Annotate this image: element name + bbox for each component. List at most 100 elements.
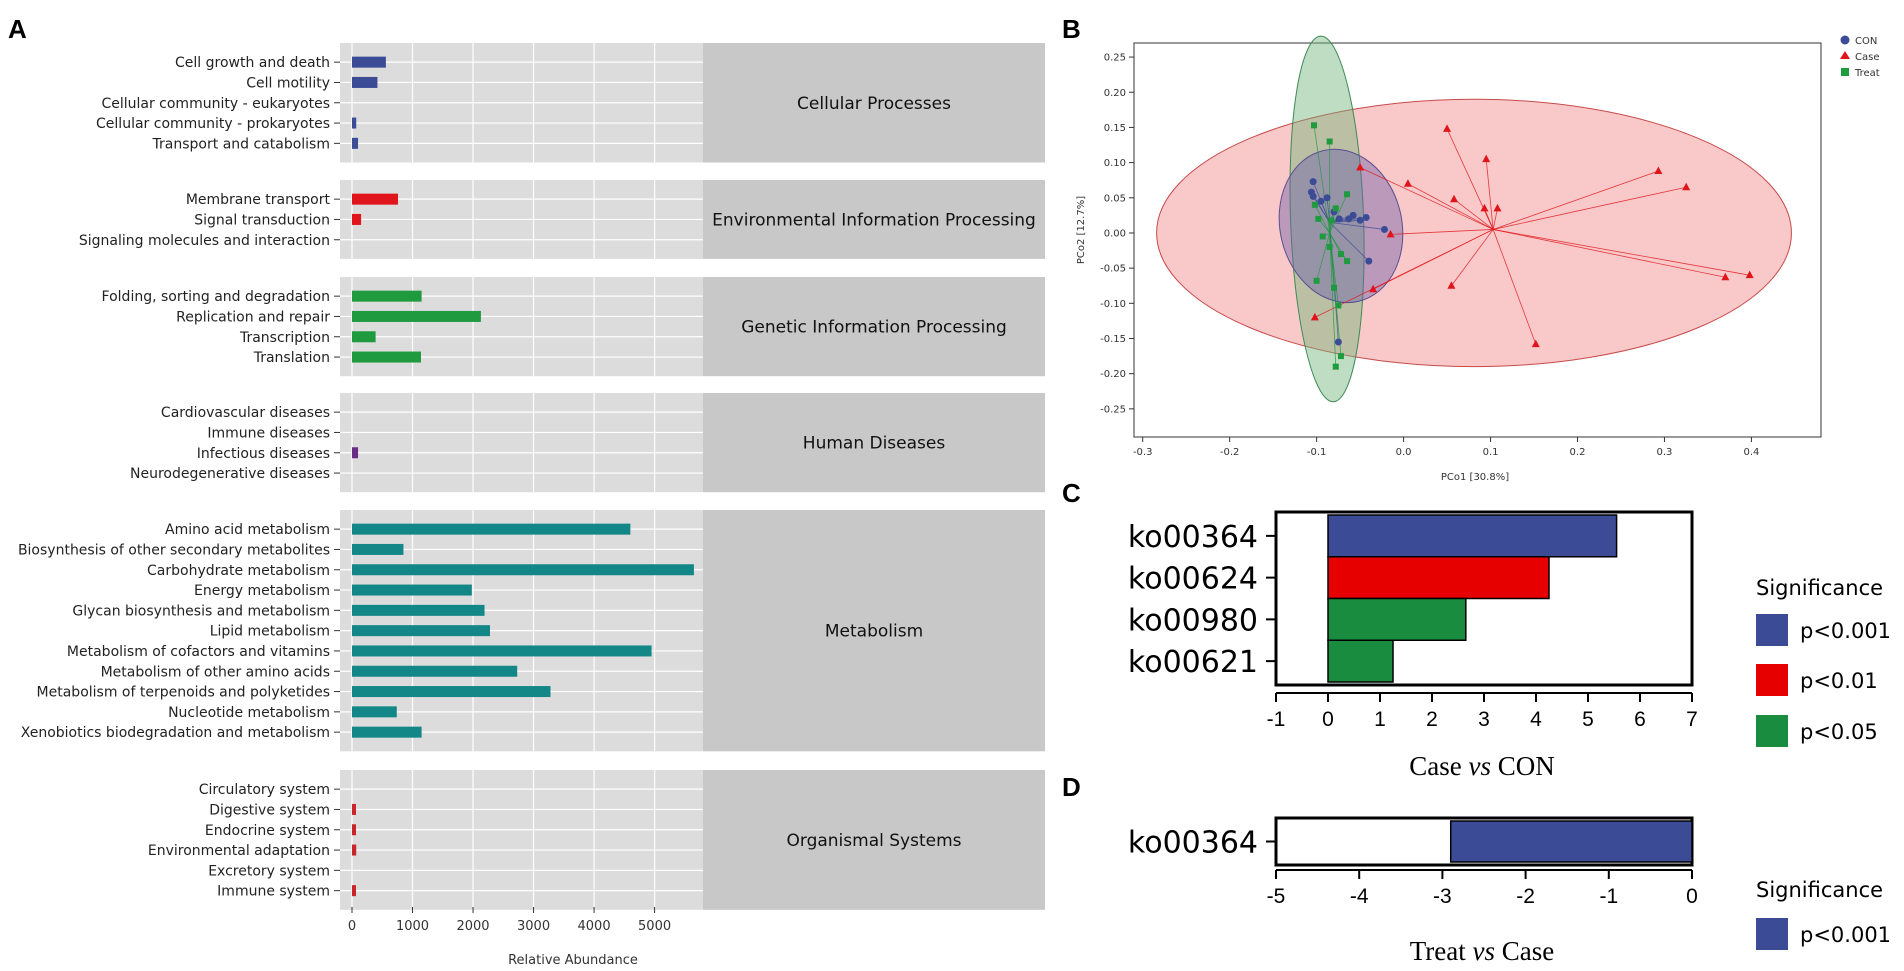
facet-strip-cellular-processes [703,43,1045,163]
y-tick-label: Cell growth and death [175,55,330,71]
point-treat [1311,122,1318,129]
bar-cellular-community-prokaryotes [352,117,357,129]
ellipse-con [1278,148,1404,304]
x-tick-label: 1000 [396,919,429,934]
y-tick-label: -0.25 [1100,404,1126,415]
panel-d-bar-chart: ko00364 -5 -4 -3 -2 -1 0 [1128,816,1698,908]
x-tick-label: 1 [1374,708,1386,731]
x-tick-label: 0.4 [1743,447,1759,458]
bar-metabolism-of-other-amino-acids [352,665,518,677]
bar-metabolism-of-terpenoids-and-polyketides [352,686,551,698]
x-tick-label: 3000 [517,919,550,934]
y-tick-label: Cardiovascular diseases [161,405,330,421]
facet-strip-metabolism [703,510,1045,752]
y-tick-label: Metabolism of other amino acids [101,664,330,680]
panel-c-title-prefix: Case [1409,751,1468,781]
spoke-case [1492,208,1498,230]
x-tick-label: 0.3 [1657,447,1673,458]
bar-ko00364 [1449,820,1693,863]
legend-c-swatch-p05 [1756,715,1788,747]
y-tick-label: Digestive system [209,802,330,818]
spoke-case [1493,186,1687,230]
facet-label-environmental-information-processing: Environmental Information Processing [712,210,1036,230]
spoke-case [1446,128,1494,230]
point-case [1531,339,1540,348]
spoke-treat [1314,204,1331,234]
y-tick-label: Carbohydrate metabolism [147,563,330,579]
panel-b-y-axis-label: PCo2 [12.7%] [1076,196,1087,264]
panel-label-c: C [1062,478,1081,508]
x-tick-label: 7 [1686,708,1698,731]
point-treat [1326,138,1333,145]
point-con [1335,215,1343,223]
point-treat [1313,277,1320,284]
panel-d-title-vs: vs [1473,936,1496,966]
spoke-case [1484,208,1494,230]
spoke-case [1493,170,1659,230]
point-treat [1337,251,1344,258]
legend-treat-label: Treat [1854,68,1880,79]
y-tick-label: Cellular community - prokaryotes [96,116,330,132]
facet-label-genetic-information-processing: Genetic Information Processing [741,318,1007,338]
point-treat [1344,258,1351,265]
bar-immune-system [352,885,356,897]
spoke-con [1329,222,1385,230]
spoke-treat [1313,125,1331,234]
bar-nucleotide-metabolism [352,706,397,718]
x-tick-label: -0.3 [1133,447,1153,458]
category-label: ko00624 [1128,562,1258,597]
bar-glycan-biosynthesis-and-metabolism [352,604,485,616]
y-tick-label: 0.15 [1104,123,1126,134]
facet-label-cellular-processes: Cellular Processes [797,94,951,114]
x-tick-label: 4 [1530,708,1542,731]
bar-transcription [352,331,376,343]
y-tick-label: -0.10 [1100,299,1126,310]
y-tick-label: Endocrine system [205,823,330,839]
panel-a-bar-chart: Cellular Processes Cell growth and death C… [18,43,1045,934]
legend-case-label: Case [1855,52,1879,63]
point-treat [1332,205,1339,212]
bar-transport-and-catabolism [352,137,359,149]
category-label: ko00980 [1128,603,1258,638]
bar-ko00621 [1327,639,1394,683]
point-con [1309,192,1317,200]
point-treat [1337,353,1344,360]
y-tick-label: Infectious diseases [197,446,330,462]
bar-ko00364 [1327,514,1618,558]
x-tick-label: 0 [1686,885,1698,908]
point-case [1493,203,1502,212]
spoke-con [1320,201,1331,223]
y-tick-label: Replication and repair [176,309,330,325]
spoke-treat [1329,194,1348,234]
point-treat [1311,201,1318,208]
point-case [1682,182,1691,191]
facet-background-human-diseases [340,393,703,493]
legend-case-marker [1840,51,1850,59]
panel-d-title-suffix: Case [1495,936,1554,966]
panel-b-legend: CON Case Treat [1840,35,1880,79]
panel-c-title-vs: vs [1468,751,1491,781]
point-case [1443,124,1452,132]
legend-con-marker [1840,35,1850,45]
bar-endocrine-system [352,824,356,836]
point-case [1403,179,1412,187]
point-con [1356,216,1364,224]
point-con [1317,197,1325,205]
facet-label-human-diseases: Human Diseases [803,434,946,454]
y-tick-label: Circulatory system [199,782,330,798]
point-con [1365,257,1373,265]
x-tick-label: 5000 [638,919,671,934]
y-tick-label: 0.00 [1104,228,1126,239]
bar-ko00980 [1327,597,1467,641]
y-tick-label: 0.25 [1104,53,1126,64]
panel-a-x-axis-label: Relative Abundance [508,953,638,968]
legend-c-label-p05: p<0.05 [1800,720,1878,744]
spoke-treat [1329,232,1337,367]
point-treat [1344,191,1351,198]
point-con [1349,211,1357,219]
facet-label-organismal-systems: Organismal Systems [787,831,962,851]
bar-energy-metabolism [352,584,472,596]
y-tick-label: Environmental adaptation [148,843,330,859]
facet-strip-human-diseases [703,393,1045,493]
panel-d-title-prefix: Treat [1410,936,1473,966]
